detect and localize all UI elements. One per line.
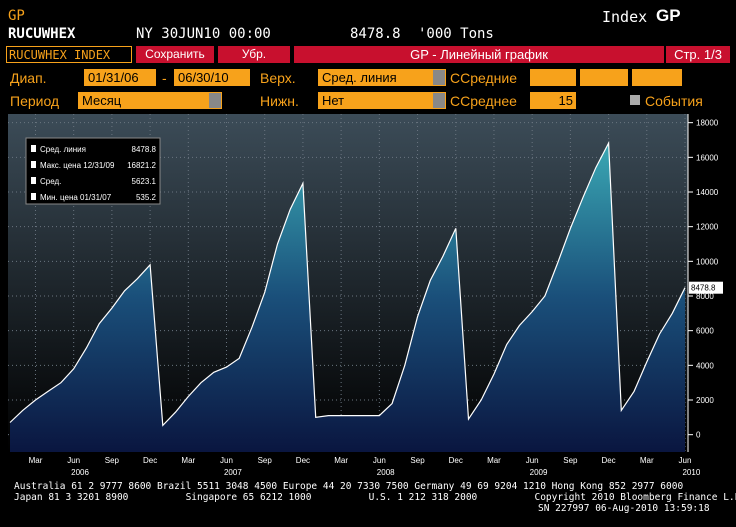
- upper-select[interactable]: Сред. линия: [318, 69, 446, 86]
- stamp: NY 30JUN10 00:00: [136, 26, 271, 42]
- page-indicator[interactable]: Стр. 1/3: [666, 46, 730, 63]
- y-tick-label: 18000: [696, 119, 719, 128]
- last-value-label: 8478.8: [691, 284, 716, 293]
- x-tick-label: Jun: [526, 456, 539, 465]
- y-tick-label: 0: [696, 431, 701, 440]
- legend-symbol: [31, 161, 36, 168]
- legend-symbol: [31, 193, 36, 200]
- line: [9, 140, 686, 427]
- remove-button[interactable]: Убр.: [218, 46, 290, 63]
- legend: [25, 137, 161, 205]
- x-tick-label: Dec: [296, 456, 310, 465]
- x-tick-label: Jun: [220, 456, 233, 465]
- legend-box: [25, 137, 161, 205]
- x-tick-label: Mar: [181, 456, 195, 465]
- y-tick-label: 8000: [696, 292, 714, 301]
- ma-field[interactable]: [530, 69, 576, 86]
- ma2-label: ССреднее: [450, 93, 517, 109]
- legend-symbol: [31, 177, 36, 184]
- x-tick-label: Jun: [373, 456, 386, 465]
- legend-name: Макс. цена 12/31/09: [40, 161, 115, 170]
- save-button[interactable]: Сохранить: [136, 46, 214, 63]
- upper-value: Сред. линия: [322, 70, 397, 85]
- y-tick-label: 6000: [696, 327, 714, 336]
- legend-value: 535.2: [136, 193, 157, 202]
- last-value-box: [689, 281, 723, 294]
- x-tick-label: Mar: [487, 456, 501, 465]
- range-label: Диап.: [10, 70, 47, 86]
- lower-label: Нижн.: [260, 93, 299, 109]
- ma2-value[interactable]: 15: [530, 92, 576, 109]
- period-value: Месяц: [82, 93, 122, 108]
- year-label: 2008: [377, 468, 395, 477]
- area: [10, 143, 685, 452]
- y-tick-label: 10000: [696, 257, 719, 266]
- dropdown: [433, 93, 445, 108]
- unit: '000 Tons: [418, 26, 494, 42]
- x-tick-label: Mar: [640, 456, 654, 465]
- function-code: GP: [8, 8, 25, 24]
- ma-field[interactable]: [580, 69, 628, 86]
- year-label: 2009: [530, 468, 548, 477]
- events-checkbox[interactable]: [630, 95, 640, 105]
- period-label: Период: [10, 93, 60, 109]
- start-date[interactable]: 01/31/06: [84, 69, 156, 86]
- x-tick-label: Sep: [258, 456, 273, 465]
- x-tick-label: Sep: [105, 456, 120, 465]
- x-tick-label: Dec: [601, 456, 615, 465]
- legend-symbol: [31, 145, 36, 152]
- logo: GP: [656, 6, 681, 25]
- x-tick-label: Mar: [29, 456, 43, 465]
- upper-label: Верх.: [260, 70, 296, 86]
- x-tick-label: Sep: [563, 456, 578, 465]
- period-select[interactable]: Месяц: [78, 92, 222, 109]
- legend-value: 8478.8: [132, 145, 157, 154]
- y-tick-label: 4000: [696, 361, 714, 370]
- dropdown: [433, 70, 445, 85]
- dash: -: [162, 70, 167, 86]
- legend-name: Сред. линия: [40, 145, 86, 154]
- legend-value: 5623.1: [132, 177, 157, 186]
- security-field[interactable]: RUCUWHEX INDEX: [6, 46, 132, 63]
- ticker: RUCUWHEX: [8, 26, 76, 42]
- y-tick-label: 12000: [696, 223, 719, 232]
- y-tick-label: 2000: [696, 396, 714, 405]
- legend-name: Сред.: [40, 177, 61, 186]
- function-title: GP - Линейный график: [294, 46, 664, 63]
- x-tick-label: Sep: [410, 456, 425, 465]
- dropdown: [209, 93, 221, 108]
- year-label: 2006: [71, 468, 89, 477]
- footer-line: Australia 61 2 9777 8600 Brazil 5511 304…: [14, 481, 684, 492]
- x-tick-label: Jun: [679, 456, 692, 465]
- lower-value: Нет: [322, 93, 345, 108]
- x-tick-label: Dec: [449, 456, 463, 465]
- lower-select[interactable]: Нет: [318, 92, 446, 109]
- legend-value: 16821.2: [127, 161, 156, 170]
- year-label: 2007: [224, 468, 242, 477]
- chart: 0 2000 4000 6000 8000 10000 12000 14000 16000 180…: [8, 114, 723, 477]
- y-tick-label: 14000: [696, 188, 719, 197]
- ma-field[interactable]: [632, 69, 682, 86]
- index-word: Index: [602, 8, 648, 26]
- footer-line: SN 227997 06-Aug-2010 13:59:18: [538, 503, 710, 514]
- y-tick-label: 16000: [696, 153, 719, 162]
- events-label: События: [645, 93, 703, 109]
- last-value: 8478.8: [350, 26, 401, 42]
- x-tick-label: Dec: [143, 456, 157, 465]
- ma-label: ССредние: [450, 70, 517, 86]
- year-label: 2010: [682, 468, 700, 477]
- end-date[interactable]: 06/30/10: [174, 69, 250, 86]
- x-tick-label: Mar: [334, 456, 348, 465]
- x-tick-label: Jun: [67, 456, 80, 465]
- footer-line: Japan 81 3 3201 8900 Singapore 65 6212 1…: [14, 492, 736, 503]
- legend-name: Мин. цена 01/31/07: [40, 193, 112, 202]
